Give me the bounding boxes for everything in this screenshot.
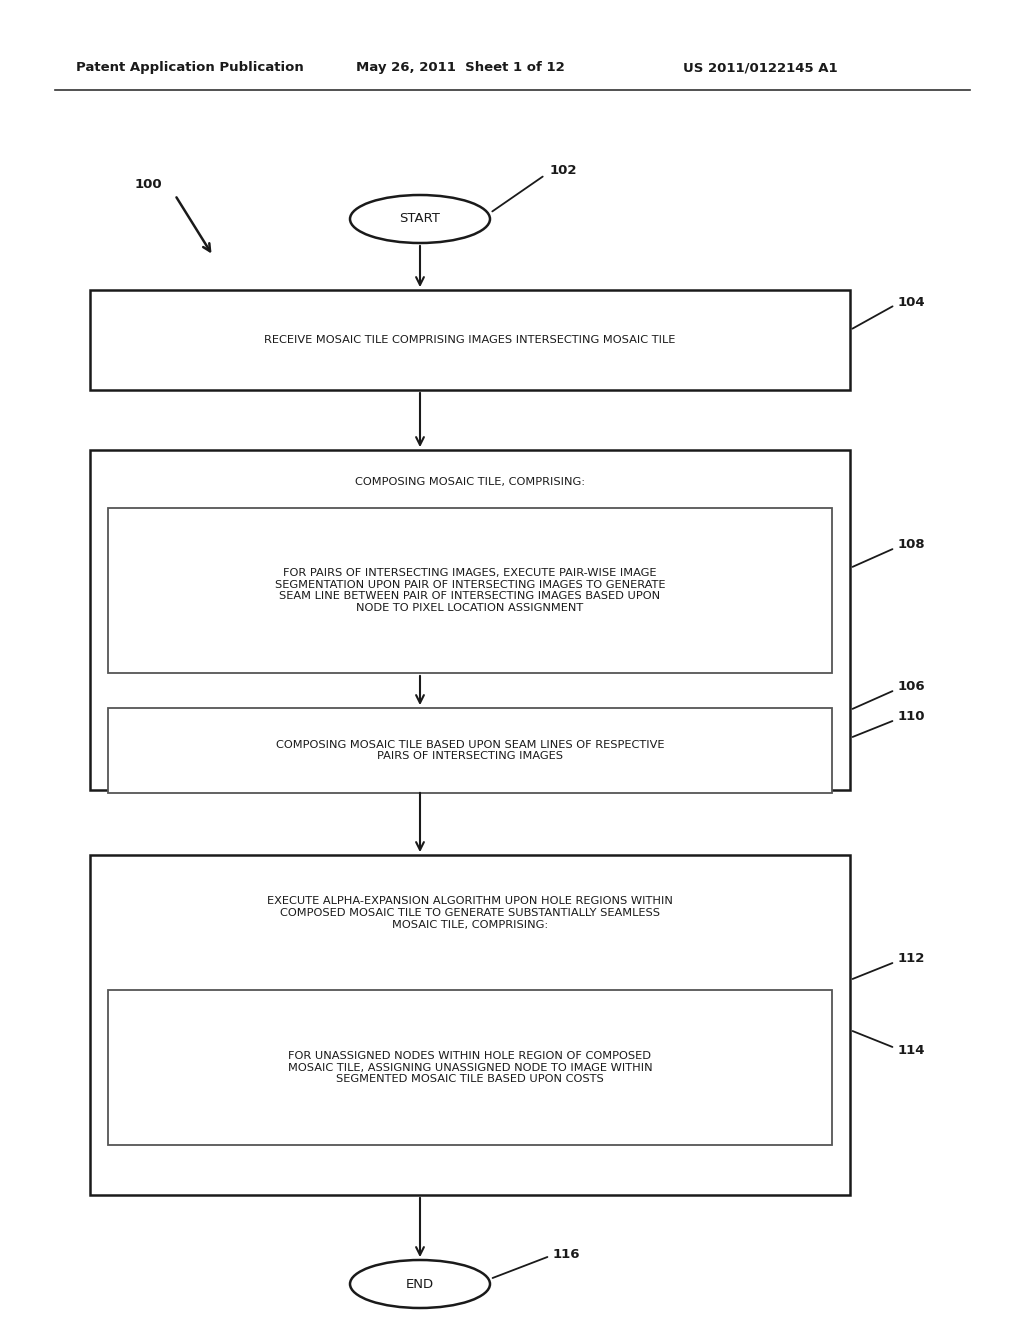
Ellipse shape — [350, 1261, 490, 1308]
Text: May 26, 2011  Sheet 1 of 12: May 26, 2011 Sheet 1 of 12 — [355, 62, 564, 74]
Text: FOR PAIRS OF INTERSECTING IMAGES, EXECUTE PAIR-WISE IMAGE
SEGMENTATION UPON PAIR: FOR PAIRS OF INTERSECTING IMAGES, EXECUT… — [274, 568, 666, 612]
Text: 114: 114 — [898, 1044, 926, 1057]
FancyBboxPatch shape — [90, 450, 850, 789]
FancyBboxPatch shape — [108, 990, 831, 1144]
Text: 108: 108 — [898, 539, 926, 552]
Text: US 2011/0122145 A1: US 2011/0122145 A1 — [683, 62, 838, 74]
FancyBboxPatch shape — [90, 290, 850, 389]
Text: 104: 104 — [898, 296, 926, 309]
Text: RECEIVE MOSAIC TILE COMPRISING IMAGES INTERSECTING MOSAIC TILE: RECEIVE MOSAIC TILE COMPRISING IMAGES IN… — [264, 335, 676, 345]
FancyBboxPatch shape — [108, 508, 831, 673]
FancyBboxPatch shape — [108, 708, 831, 793]
Text: END: END — [406, 1278, 434, 1291]
FancyBboxPatch shape — [90, 855, 850, 1195]
Text: COMPOSING MOSAIC TILE, COMPRISING:: COMPOSING MOSAIC TILE, COMPRISING: — [355, 477, 585, 487]
Text: FOR UNASSIGNED NODES WITHIN HOLE REGION OF COMPOSED
MOSAIC TILE, ASSIGNING UNASS: FOR UNASSIGNED NODES WITHIN HOLE REGION … — [288, 1051, 652, 1084]
Text: 106: 106 — [898, 681, 926, 693]
Text: EXECUTE ALPHA-EXPANSION ALGORITHM UPON HOLE REGIONS WITHIN
COMPOSED MOSAIC TILE : EXECUTE ALPHA-EXPANSION ALGORITHM UPON H… — [267, 896, 673, 929]
Text: 112: 112 — [898, 953, 926, 965]
Text: 102: 102 — [550, 165, 578, 177]
Text: Patent Application Publication: Patent Application Publication — [76, 62, 304, 74]
Text: 116: 116 — [553, 1247, 581, 1261]
Ellipse shape — [350, 195, 490, 243]
Text: START: START — [399, 213, 440, 226]
Text: 110: 110 — [898, 710, 926, 723]
Text: 100: 100 — [135, 178, 163, 191]
Text: COMPOSING MOSAIC TILE BASED UPON SEAM LINES OF RESPECTIVE
PAIRS OF INTERSECTING : COMPOSING MOSAIC TILE BASED UPON SEAM LI… — [275, 739, 665, 762]
